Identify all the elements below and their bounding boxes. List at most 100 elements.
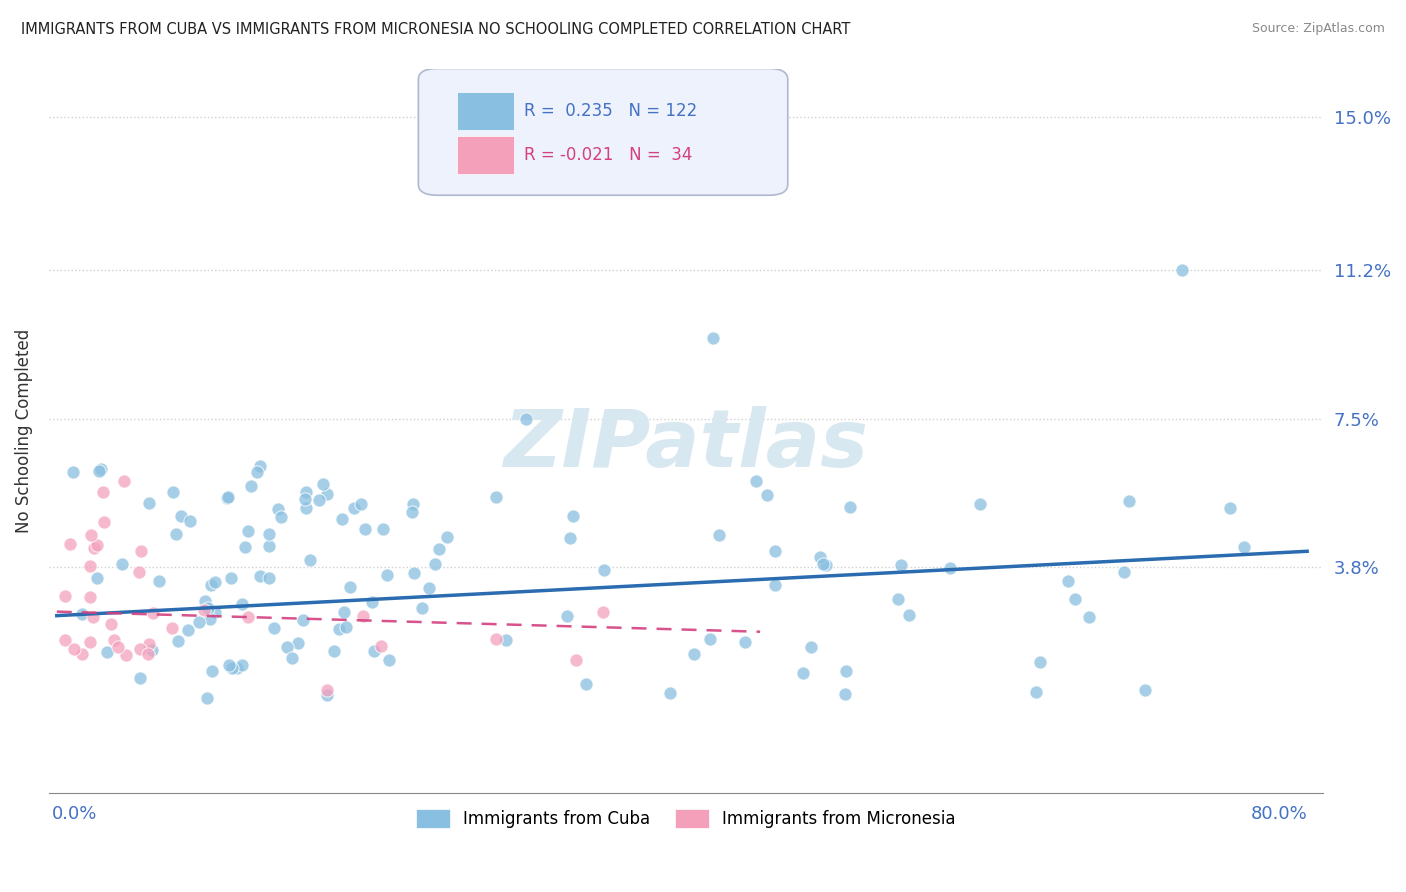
Point bbox=[734, 635, 756, 649]
Point bbox=[218, 657, 240, 672]
Point bbox=[201, 664, 224, 678]
Point bbox=[1233, 540, 1256, 554]
Point bbox=[231, 597, 253, 611]
Point bbox=[219, 570, 242, 584]
Point bbox=[115, 648, 138, 662]
Point bbox=[555, 609, 578, 624]
Point bbox=[240, 479, 263, 493]
Point bbox=[236, 524, 259, 538]
Point bbox=[204, 574, 226, 589]
Point bbox=[515, 411, 537, 425]
Point bbox=[593, 562, 616, 576]
Point bbox=[1064, 592, 1087, 607]
Point bbox=[763, 578, 786, 592]
Point bbox=[800, 640, 823, 654]
Point bbox=[96, 645, 118, 659]
Point bbox=[63, 641, 86, 656]
Point bbox=[114, 475, 136, 489]
Point bbox=[299, 553, 322, 567]
Point bbox=[316, 487, 339, 501]
Point bbox=[659, 686, 682, 700]
Point bbox=[1025, 685, 1047, 699]
Point bbox=[562, 509, 585, 524]
Point bbox=[62, 465, 84, 479]
Point bbox=[813, 557, 835, 571]
Point bbox=[1057, 574, 1080, 588]
Point bbox=[370, 639, 392, 653]
Point bbox=[814, 558, 837, 573]
Point bbox=[100, 616, 122, 631]
Point bbox=[138, 637, 160, 651]
Point bbox=[197, 600, 219, 615]
Point bbox=[835, 664, 858, 678]
Point bbox=[165, 527, 187, 541]
Point bbox=[1029, 655, 1052, 669]
Point bbox=[756, 488, 779, 502]
Text: 0.0%: 0.0% bbox=[52, 805, 97, 822]
Point bbox=[79, 635, 101, 649]
Point bbox=[425, 557, 447, 571]
Point bbox=[295, 485, 318, 500]
Point bbox=[193, 603, 215, 617]
Point bbox=[53, 589, 76, 603]
Point bbox=[103, 632, 125, 647]
Point bbox=[195, 690, 218, 705]
Point bbox=[231, 657, 253, 672]
Point bbox=[263, 621, 285, 635]
Point bbox=[763, 544, 786, 558]
Point bbox=[401, 505, 423, 519]
Point bbox=[295, 501, 318, 516]
Point bbox=[377, 653, 399, 667]
Point bbox=[745, 474, 768, 488]
Point bbox=[141, 642, 163, 657]
Point bbox=[169, 508, 191, 523]
Point bbox=[53, 633, 76, 648]
Point bbox=[361, 595, 384, 609]
Point bbox=[107, 640, 129, 654]
Point bbox=[294, 491, 316, 506]
Point bbox=[330, 512, 353, 526]
Point bbox=[70, 607, 93, 621]
Point bbox=[402, 497, 425, 511]
Point bbox=[90, 461, 112, 475]
Point bbox=[316, 688, 339, 702]
Point bbox=[129, 544, 152, 558]
Point bbox=[1219, 500, 1241, 515]
Legend: Immigrants from Cuba, Immigrants from Micronesia: Immigrants from Cuba, Immigrants from Mi… bbox=[409, 803, 962, 835]
Point bbox=[291, 613, 314, 627]
Point bbox=[245, 465, 267, 479]
Point bbox=[236, 610, 259, 624]
Y-axis label: No Schooling Completed: No Schooling Completed bbox=[15, 328, 32, 533]
Point bbox=[249, 459, 271, 474]
Text: Source: ZipAtlas.com: Source: ZipAtlas.com bbox=[1251, 22, 1385, 36]
Point bbox=[792, 666, 814, 681]
Point bbox=[702, 331, 724, 345]
Point bbox=[83, 541, 105, 555]
Point bbox=[187, 615, 209, 629]
Point bbox=[898, 607, 921, 622]
Point bbox=[179, 514, 201, 528]
Point bbox=[270, 509, 292, 524]
Point bbox=[128, 565, 150, 579]
Point bbox=[82, 609, 104, 624]
Point bbox=[86, 538, 108, 552]
Point bbox=[838, 500, 860, 514]
Point bbox=[890, 558, 912, 572]
Point bbox=[485, 632, 508, 646]
Point bbox=[111, 558, 134, 572]
Point bbox=[339, 580, 361, 594]
Point bbox=[217, 490, 239, 504]
Point bbox=[257, 527, 280, 541]
Point bbox=[887, 591, 910, 606]
Point bbox=[682, 648, 704, 662]
FancyBboxPatch shape bbox=[419, 69, 787, 195]
Point bbox=[322, 643, 344, 657]
Point bbox=[257, 539, 280, 553]
Point bbox=[225, 661, 247, 675]
Point bbox=[287, 636, 309, 650]
Text: R = -0.021   N =  34: R = -0.021 N = 34 bbox=[524, 145, 693, 164]
Point bbox=[834, 687, 856, 701]
Point bbox=[707, 528, 730, 542]
Point bbox=[484, 490, 506, 504]
Point bbox=[221, 661, 243, 675]
